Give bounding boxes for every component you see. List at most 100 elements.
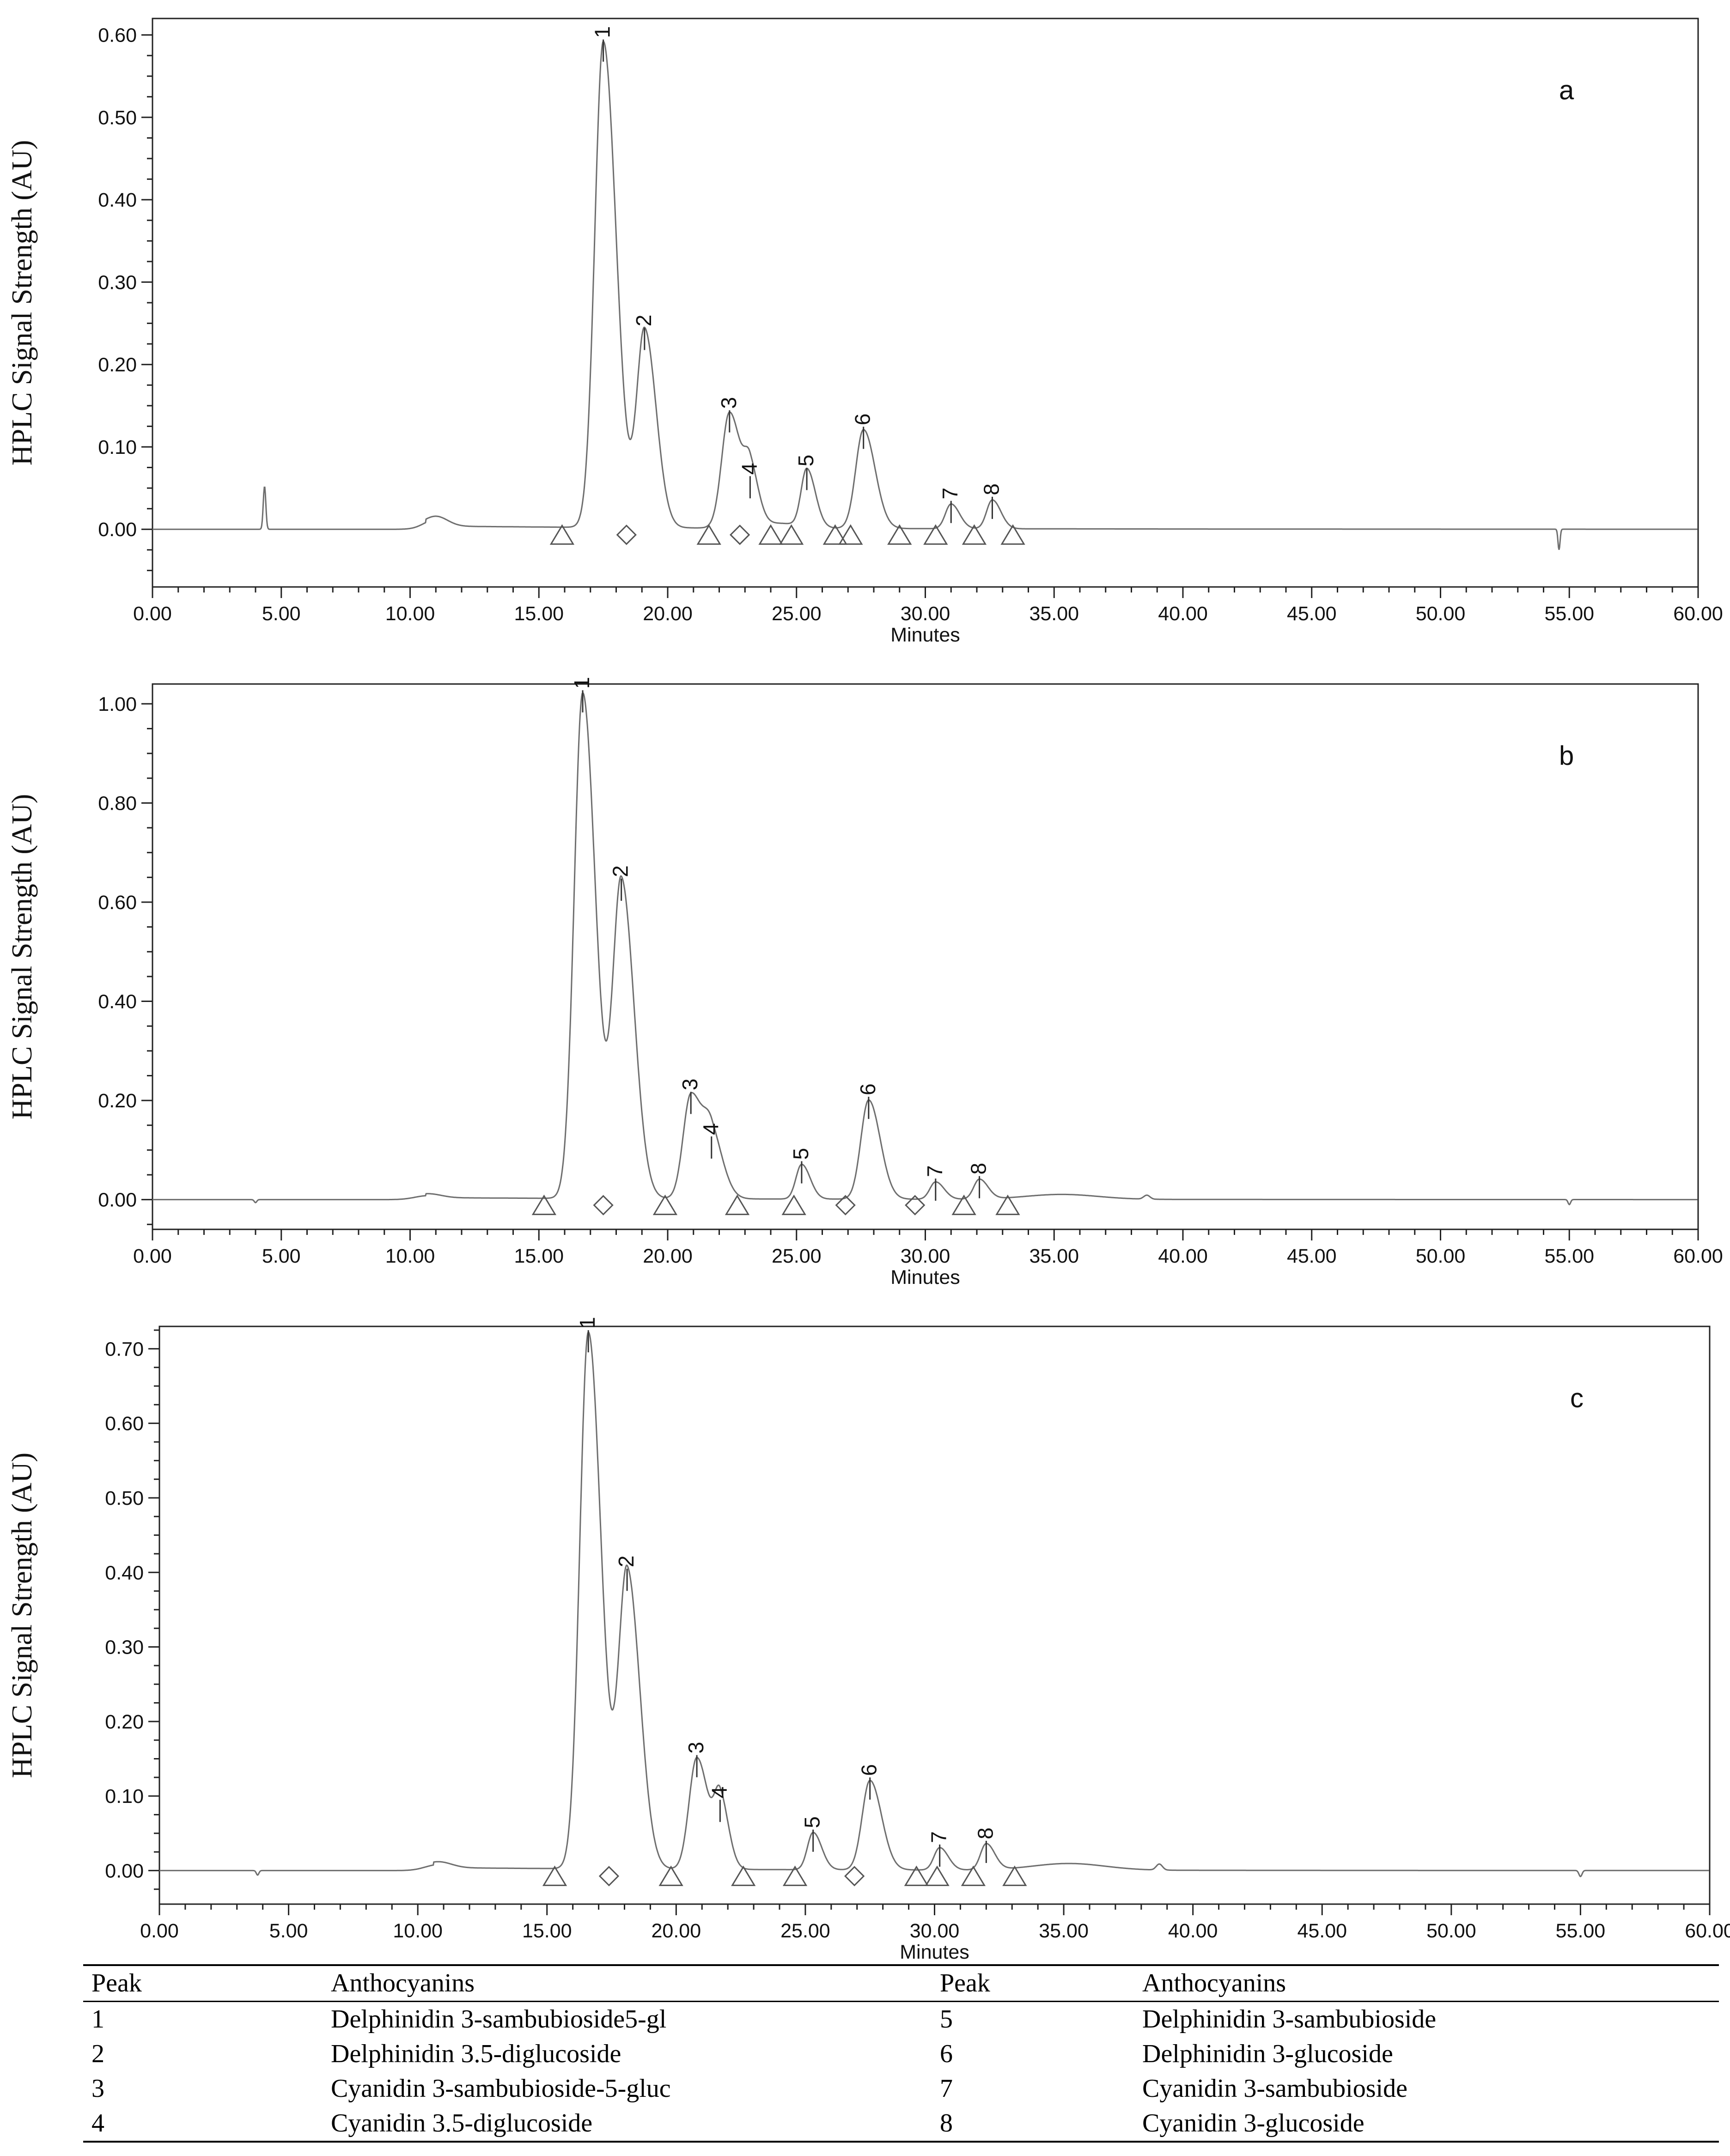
- peak-label: 4: [737, 463, 761, 475]
- y-tick-label: 0.50: [105, 1487, 144, 1509]
- baseline-marker-diamond: [729, 525, 750, 545]
- baseline-marker-triangle: [731, 1865, 756, 1886]
- x-tick-label: 25.00: [772, 603, 822, 625]
- x-tick-label: 55.00: [1544, 603, 1594, 625]
- x-tick-label: 40.00: [1158, 603, 1208, 625]
- panel-label: a: [1559, 75, 1574, 105]
- baseline-marker-diamond: [835, 1195, 856, 1215]
- x-tick-label: 25.00: [780, 1920, 830, 1942]
- baseline-marker-triangle: [1000, 524, 1025, 545]
- baseline-marker-triangle: [995, 1194, 1020, 1215]
- x-tick-label: 20.00: [652, 1920, 701, 1942]
- baseline-marker-triangle: [531, 1194, 557, 1215]
- x-tick-label: 55.00: [1544, 1245, 1594, 1267]
- peak-label: 4: [699, 1123, 723, 1135]
- x-tick-label: 0.00: [140, 1920, 179, 1942]
- table-cell: 7: [940, 2074, 953, 2103]
- x-tick-label: 50.00: [1426, 1920, 1476, 1942]
- x-axis-label: Minutes: [900, 1941, 969, 1963]
- plot-frame: [152, 683, 1699, 1230]
- signal-trace: [152, 691, 1698, 1206]
- peak-label: 7: [923, 1165, 947, 1177]
- y-tick-label: 0.60: [98, 892, 137, 914]
- x-tick-label: 30.00: [901, 1245, 950, 1267]
- table-cell: 8: [932, 2106, 1134, 2143]
- y-tick-label: 0.40: [98, 991, 137, 1013]
- peak-label: 3: [717, 397, 741, 409]
- baseline-marker-triangle: [782, 1865, 808, 1886]
- x-tick-label: 30.00: [910, 1920, 960, 1942]
- table-cell: 4: [83, 2106, 323, 2143]
- baseline-marker-triangle: [758, 524, 783, 545]
- chromatogram-panel-a: 0.00 5.00 10.00 15.00 20.00 25.00 30.00 35.00 40…: [6, 18, 1723, 646]
- baseline-marker-triangle: [549, 524, 575, 545]
- y-tick-label: 0.80: [98, 792, 137, 814]
- table-header-anthocyanins-2: Anthocyanins: [1134, 1964, 1719, 2002]
- peak-legend-table: Peak Anthocyanins Peak Anthocyanins 1 De…: [83, 1964, 1719, 2143]
- peak-label: 3: [684, 1742, 708, 1754]
- x-tick-label: 50.00: [1416, 603, 1466, 625]
- x-tick-label: 60.00: [1673, 603, 1723, 625]
- x-tick-label: 55.00: [1556, 1920, 1606, 1942]
- baseline-marker-diamond: [905, 1195, 926, 1215]
- baseline-marker-triangle: [838, 524, 863, 545]
- x-tick-label: 45.00: [1287, 603, 1337, 625]
- baseline-marker-triangle: [696, 524, 721, 545]
- x-tick-label: 40.00: [1158, 1245, 1208, 1267]
- x-axis-label: Minutes: [890, 624, 960, 646]
- y-tick-label: 1.00: [98, 693, 137, 715]
- panel-label: b: [1559, 741, 1574, 771]
- plot-frame: [152, 18, 1699, 588]
- peak-label: 2: [632, 315, 656, 327]
- peak-label: 5: [800, 1816, 824, 1828]
- x-tick-label: 10.00: [385, 1245, 435, 1267]
- y-tick-label: 0.60: [98, 24, 137, 47]
- peak-label: 8: [967, 1163, 991, 1175]
- y-tick-label: 0.00: [98, 519, 137, 541]
- chromatogram-panel-b: 0.00 5.00 10.00 15.00 20.00 25.00 30.00 35.00 40…: [6, 677, 1723, 1289]
- y-axis-label: HPLC Signal Strength (AU): [6, 794, 38, 1119]
- table-cell: Delphinidin 3-glucoside: [1142, 2040, 1393, 2068]
- y-tick-label: 0.30: [98, 271, 137, 293]
- peak-label: 1: [591, 26, 615, 38]
- peak-label: 4: [707, 1786, 731, 1798]
- peak-label: 6: [851, 414, 875, 426]
- y-tick-label: 0.40: [98, 189, 137, 211]
- table-header-peak: Peak: [83, 1964, 323, 2002]
- x-tick-label: 40.00: [1168, 1920, 1218, 1942]
- x-tick-label: 20.00: [643, 603, 693, 625]
- x-tick-label: 15.00: [514, 1245, 564, 1267]
- table-row: 2 Delphinidin 3.5-diglucoside 6 Delphini…: [83, 2037, 1719, 2071]
- x-tick-label: 35.00: [1039, 1920, 1089, 1942]
- y-tick-label: 0.20: [98, 1090, 137, 1112]
- y-tick-label: 0.00: [98, 1189, 137, 1211]
- signal-trace: [159, 1331, 1709, 1877]
- y-tick-label: 0.10: [105, 1785, 144, 1808]
- x-tick-label: 50.00: [1416, 1245, 1466, 1267]
- plot-frame: [158, 1325, 1711, 1905]
- peak-label: 1: [575, 1317, 599, 1329]
- table-cell: 2: [91, 2040, 104, 2068]
- peak-label: 2: [614, 1555, 638, 1567]
- y-axis-label: HPLC Signal Strength (AU): [6, 140, 38, 465]
- baseline-marker-triangle: [904, 1865, 929, 1886]
- x-tick-label: 0.00: [133, 603, 172, 625]
- baseline-marker-triangle: [822, 524, 848, 545]
- table-cell: Delphinidin 3-sambubioside5-gl: [331, 2005, 667, 2034]
- peak-label: 7: [938, 488, 962, 500]
- x-tick-label: 45.00: [1287, 1245, 1337, 1267]
- table-cell: 6: [940, 2040, 953, 2068]
- y-axis-label: HPLC Signal Strength (AU): [6, 1453, 38, 1778]
- peak-label: 5: [789, 1148, 813, 1160]
- baseline-marker-triangle: [962, 524, 987, 545]
- x-tick-label: 5.00: [269, 1920, 308, 1942]
- table-cell: 1: [91, 2005, 104, 2034]
- x-tick-label: 45.00: [1297, 1920, 1347, 1942]
- peak-label: 8: [979, 483, 1003, 495]
- baseline-marker-triangle: [781, 1194, 806, 1215]
- y-tick-label: 0.40: [105, 1562, 144, 1584]
- baseline-marker-triangle: [961, 1865, 986, 1886]
- table-header-row: Peak Anthocyanins Peak Anthocyanins: [83, 1964, 1719, 2002]
- x-tick-label: 15.00: [522, 1920, 572, 1942]
